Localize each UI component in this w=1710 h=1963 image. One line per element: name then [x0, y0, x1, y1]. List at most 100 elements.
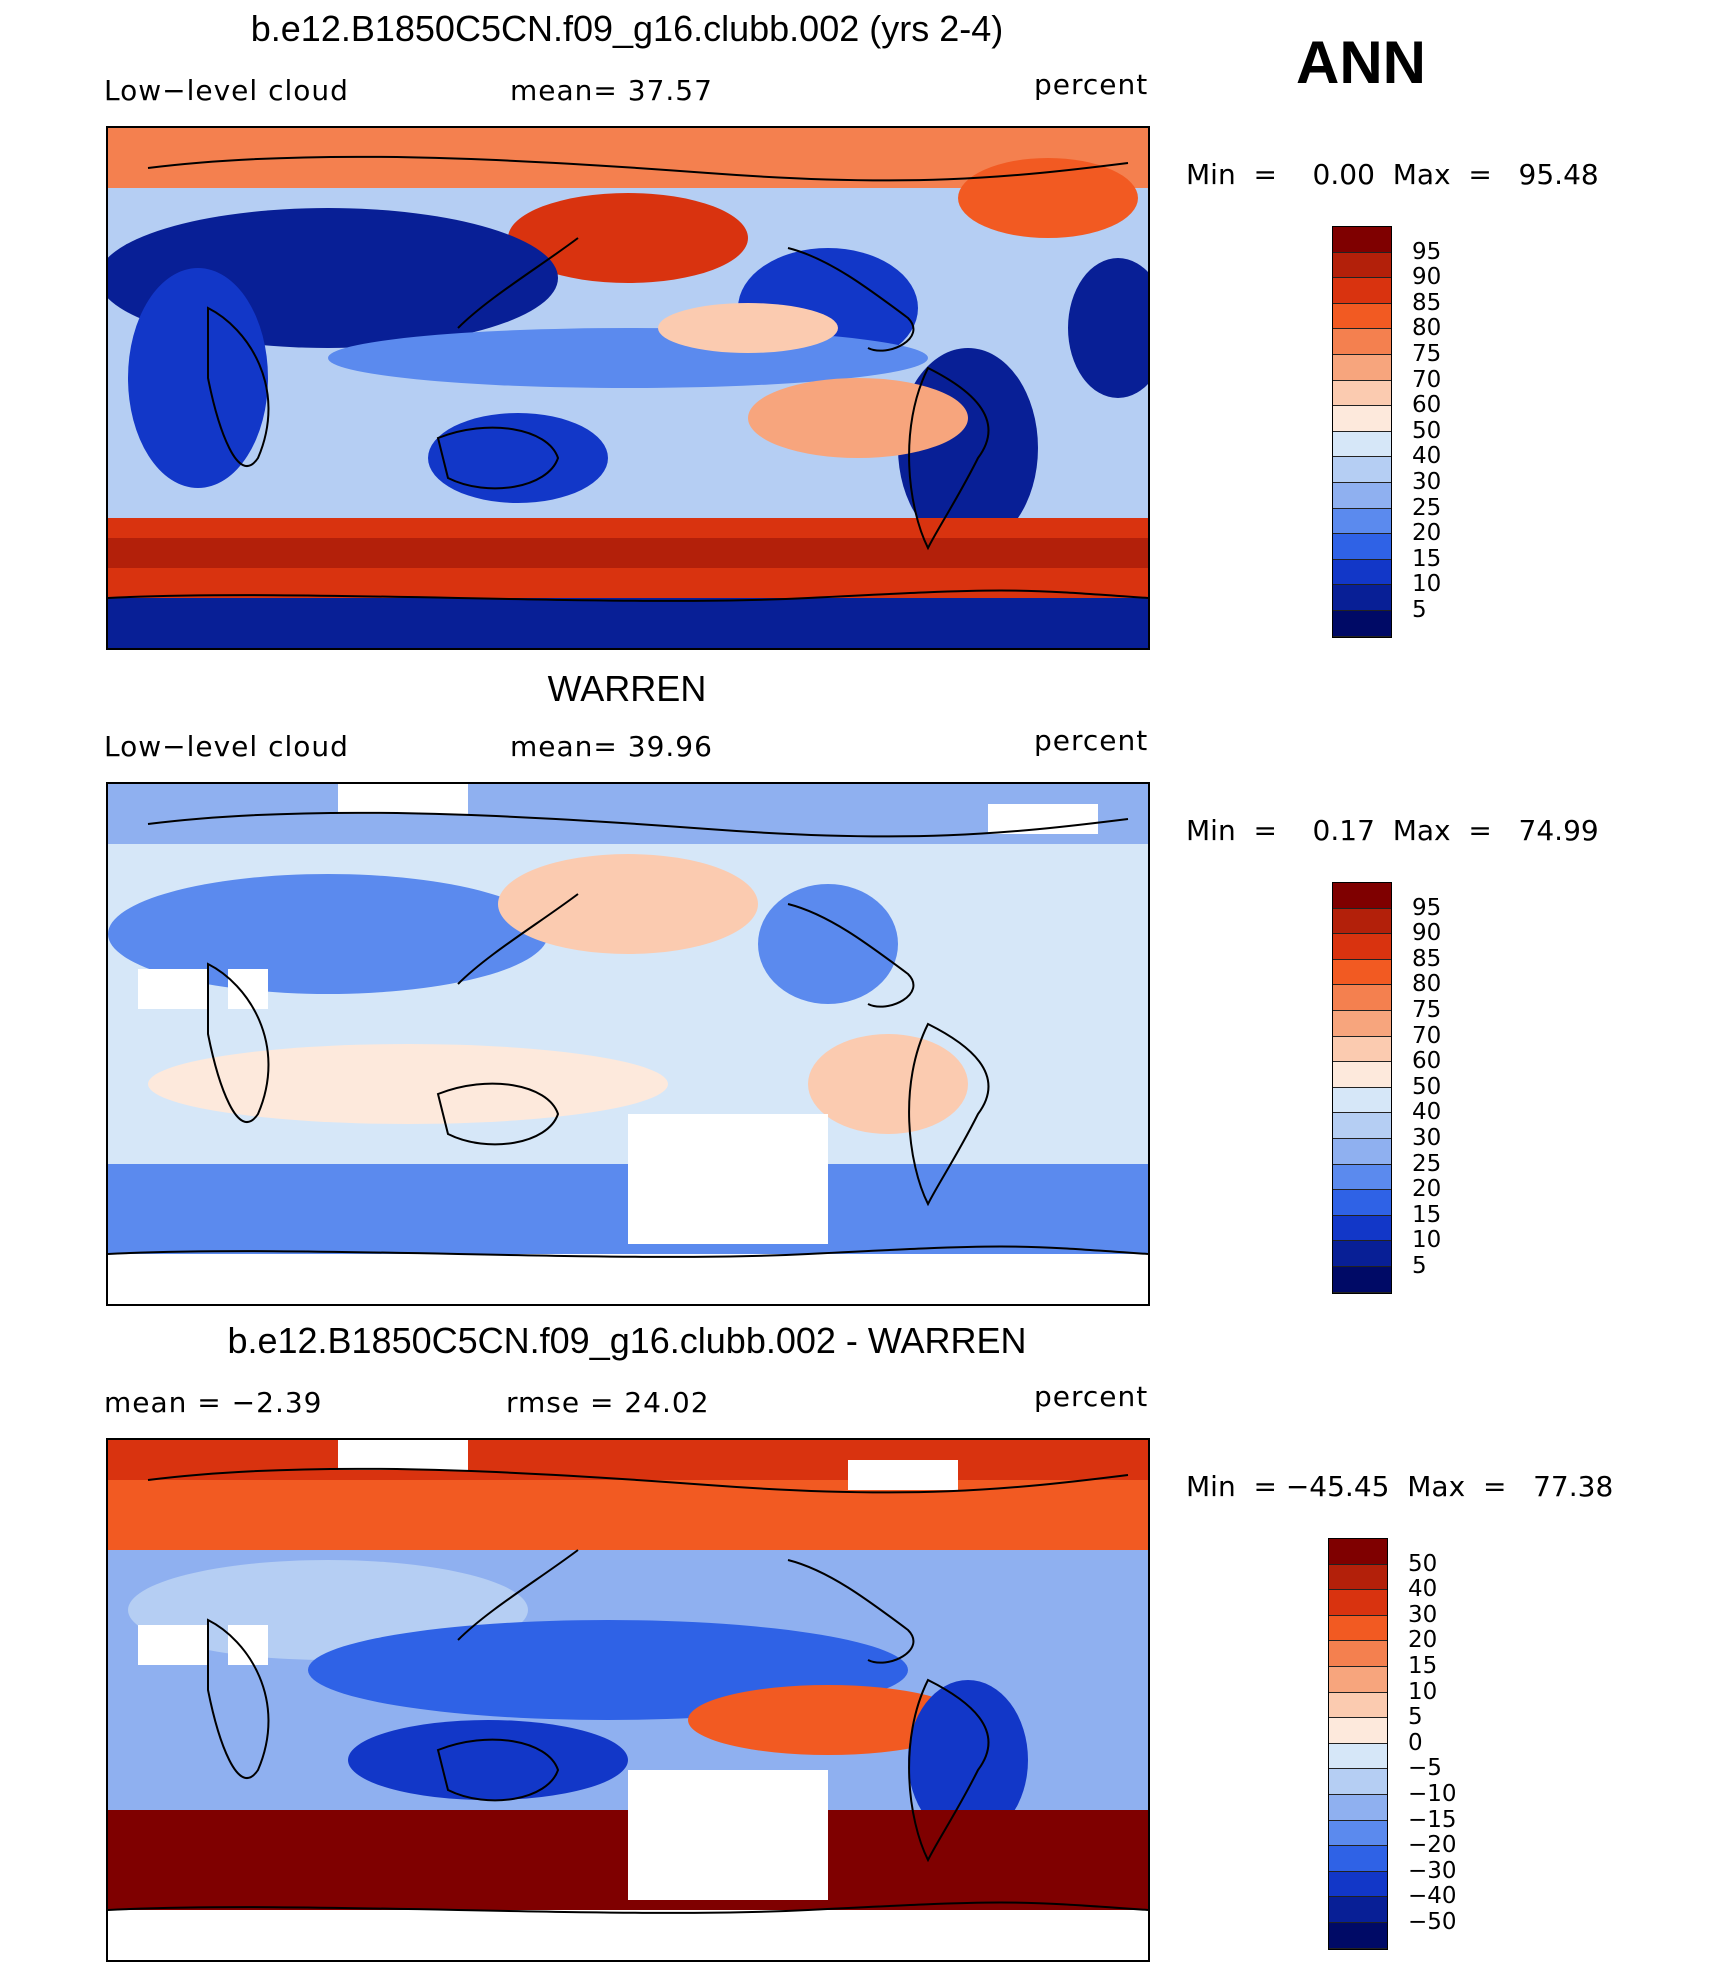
colorbar-tick-label: 80 — [1412, 971, 1442, 998]
colorbar-tick-label: 95 — [1412, 894, 1442, 921]
panel2-map-svg — [108, 784, 1148, 1304]
colorbar-swatch — [1333, 1215, 1391, 1242]
colorbar-swatch — [1333, 457, 1391, 483]
colorbar-tick-label: 15 — [1408, 1653, 1438, 1679]
panel3-map-svg — [108, 1440, 1148, 1960]
panel2-variable-label: Low−level cloud — [104, 730, 349, 763]
colorbar-tick-label: −10 — [1408, 1781, 1457, 1807]
colorbar-swatch — [1333, 329, 1391, 355]
colorbar-swatch — [1333, 278, 1391, 304]
colorbar-swatch — [1333, 354, 1391, 381]
colorbar-swatch — [1329, 1846, 1387, 1872]
colorbar-swatch — [1333, 1190, 1391, 1216]
colorbar-swatch — [1333, 959, 1391, 986]
colorbar-swatch — [1333, 1138, 1391, 1165]
colorbar-swatch — [1333, 227, 1391, 253]
panel2-minmax: Min = 0.17 Max = 74.99 — [1186, 814, 1599, 847]
colorbar-tick-label: −40 — [1408, 1883, 1457, 1910]
colorbar-tick-label: 40 — [1412, 1099, 1442, 1126]
colorbar-tick-label: 90 — [1412, 920, 1442, 947]
season-label: ANN — [1296, 29, 1426, 96]
colorbar-tick-label: 95 — [1412, 238, 1442, 265]
panel3-minmax: Min = −45.45 Max = 77.38 — [1186, 1470, 1614, 1503]
colorbar-tick-label: 10 — [1408, 1678, 1438, 1705]
colorbar-tick-label: 50 — [1412, 1073, 1442, 1100]
colorbar-tick-label: 60 — [1412, 392, 1442, 419]
colorbar-tick-label: 5 — [1412, 1253, 1427, 1279]
panel3-title: b.e12.B1850C5CN.f09_g16.clubb.002 - WARR… — [227, 1320, 1027, 1361]
panel3-units-label: percent — [1034, 1380, 1149, 1413]
colorbar-swatch — [1333, 1036, 1391, 1063]
colorbar-tick-label: 20 — [1412, 1176, 1442, 1203]
colorbar-tick-label: 25 — [1412, 1150, 1442, 1177]
colorbar-tick-label: −5 — [1408, 1755, 1442, 1782]
colorbar-swatch — [1333, 431, 1391, 458]
panel1-mean-label: mean= 37.57 — [510, 74, 713, 107]
colorbar-swatch — [1329, 1718, 1387, 1744]
colorbar-tick-label: 30 — [1408, 1601, 1438, 1628]
colorbar-tick-label: 30 — [1412, 1125, 1442, 1151]
colorbar-swatch — [1333, 508, 1391, 535]
colorbar-swatch — [1329, 1590, 1387, 1616]
colorbar-tick-label: 25 — [1412, 494, 1442, 521]
panel1-units-label: percent — [1034, 68, 1149, 101]
colorbar-swatch — [1333, 1164, 1391, 1191]
panel2-units-label: percent — [1034, 724, 1149, 757]
colorbar-tick-label: 70 — [1412, 1022, 1442, 1049]
panel1-title: b.e12.B1850C5CN.f09_g16.clubb.002 (yrs 2… — [250, 8, 1004, 49]
panel1-minmax: Min = 0.00 Max = 95.48 — [1186, 158, 1599, 191]
colorbar-swatch — [1333, 1087, 1391, 1114]
colorbar-tick-label: 60 — [1412, 1048, 1442, 1075]
panel1-map-svg — [108, 128, 1148, 648]
colorbar-swatch — [1329, 1692, 1387, 1719]
colorbar-tick-label: 40 — [1408, 1576, 1438, 1603]
colorbar-tick-label: 5 — [1412, 597, 1427, 623]
panel1-map — [106, 126, 1150, 650]
colorbar-tick-label: 15 — [1412, 1201, 1442, 1228]
colorbar-swatch — [1333, 908, 1391, 935]
colorbar-swatch — [1329, 1871, 1387, 1898]
colorbar-tick-label: −50 — [1408, 1909, 1457, 1935]
colorbar-tick-label: 70 — [1412, 366, 1442, 393]
colorbar-swatch — [1329, 1769, 1387, 1795]
colorbar-swatch — [1333, 303, 1391, 330]
colorbar-swatch — [1333, 406, 1391, 432]
colorbar-swatch — [1333, 985, 1391, 1011]
panel2-title: WARREN — [547, 668, 707, 709]
colorbar-swatch — [1333, 380, 1391, 407]
colorbar-tick-label: 20 — [1412, 520, 1442, 547]
colorbar-tick-label: 75 — [1412, 341, 1442, 367]
colorbar-tick-label: −20 — [1408, 1832, 1457, 1859]
colorbar-swatch — [1329, 1820, 1387, 1847]
colorbar-swatch — [1333, 559, 1391, 586]
panel1-colorbar-box — [1332, 226, 1392, 638]
colorbar-swatch — [1333, 534, 1391, 560]
colorbar-swatch — [1329, 1922, 1387, 1949]
colorbar-swatch — [1329, 1539, 1387, 1565]
colorbar-tick-label: −30 — [1408, 1857, 1457, 1884]
colorbar-swatch — [1329, 1897, 1387, 1923]
colorbar-swatch — [1333, 934, 1391, 960]
colorbar-swatch — [1333, 585, 1391, 611]
colorbar-swatch — [1333, 1010, 1391, 1037]
colorbar-tick-label: 40 — [1412, 443, 1442, 470]
panel2-mean-label: mean= 39.96 — [510, 730, 713, 763]
colorbar-tick-label: 85 — [1412, 945, 1442, 972]
panel3-mean-label: mean = −2.39 — [104, 1386, 323, 1419]
colorbar-tick-label: 5 — [1408, 1704, 1423, 1731]
panel1-variable-label: Low−level cloud — [104, 74, 349, 107]
colorbar-tick-label: 75 — [1412, 997, 1442, 1023]
panel2-colorbar-box — [1332, 882, 1392, 1294]
colorbar-swatch — [1333, 482, 1391, 509]
colorbar-swatch — [1333, 883, 1391, 909]
colorbar-swatch — [1329, 1615, 1387, 1642]
colorbar-tick-label: 20 — [1408, 1627, 1438, 1654]
panel3-rmse-label: rmse = 24.02 — [506, 1386, 710, 1419]
colorbar-tick-label: 0 — [1408, 1729, 1423, 1756]
colorbar-swatch — [1329, 1564, 1387, 1591]
colorbar-swatch — [1333, 252, 1391, 279]
colorbar-tick-label: 30 — [1412, 469, 1442, 495]
colorbar-tick-label: −15 — [1408, 1806, 1457, 1833]
colorbar-swatch — [1329, 1743, 1387, 1770]
colorbar-swatch — [1329, 1641, 1387, 1667]
